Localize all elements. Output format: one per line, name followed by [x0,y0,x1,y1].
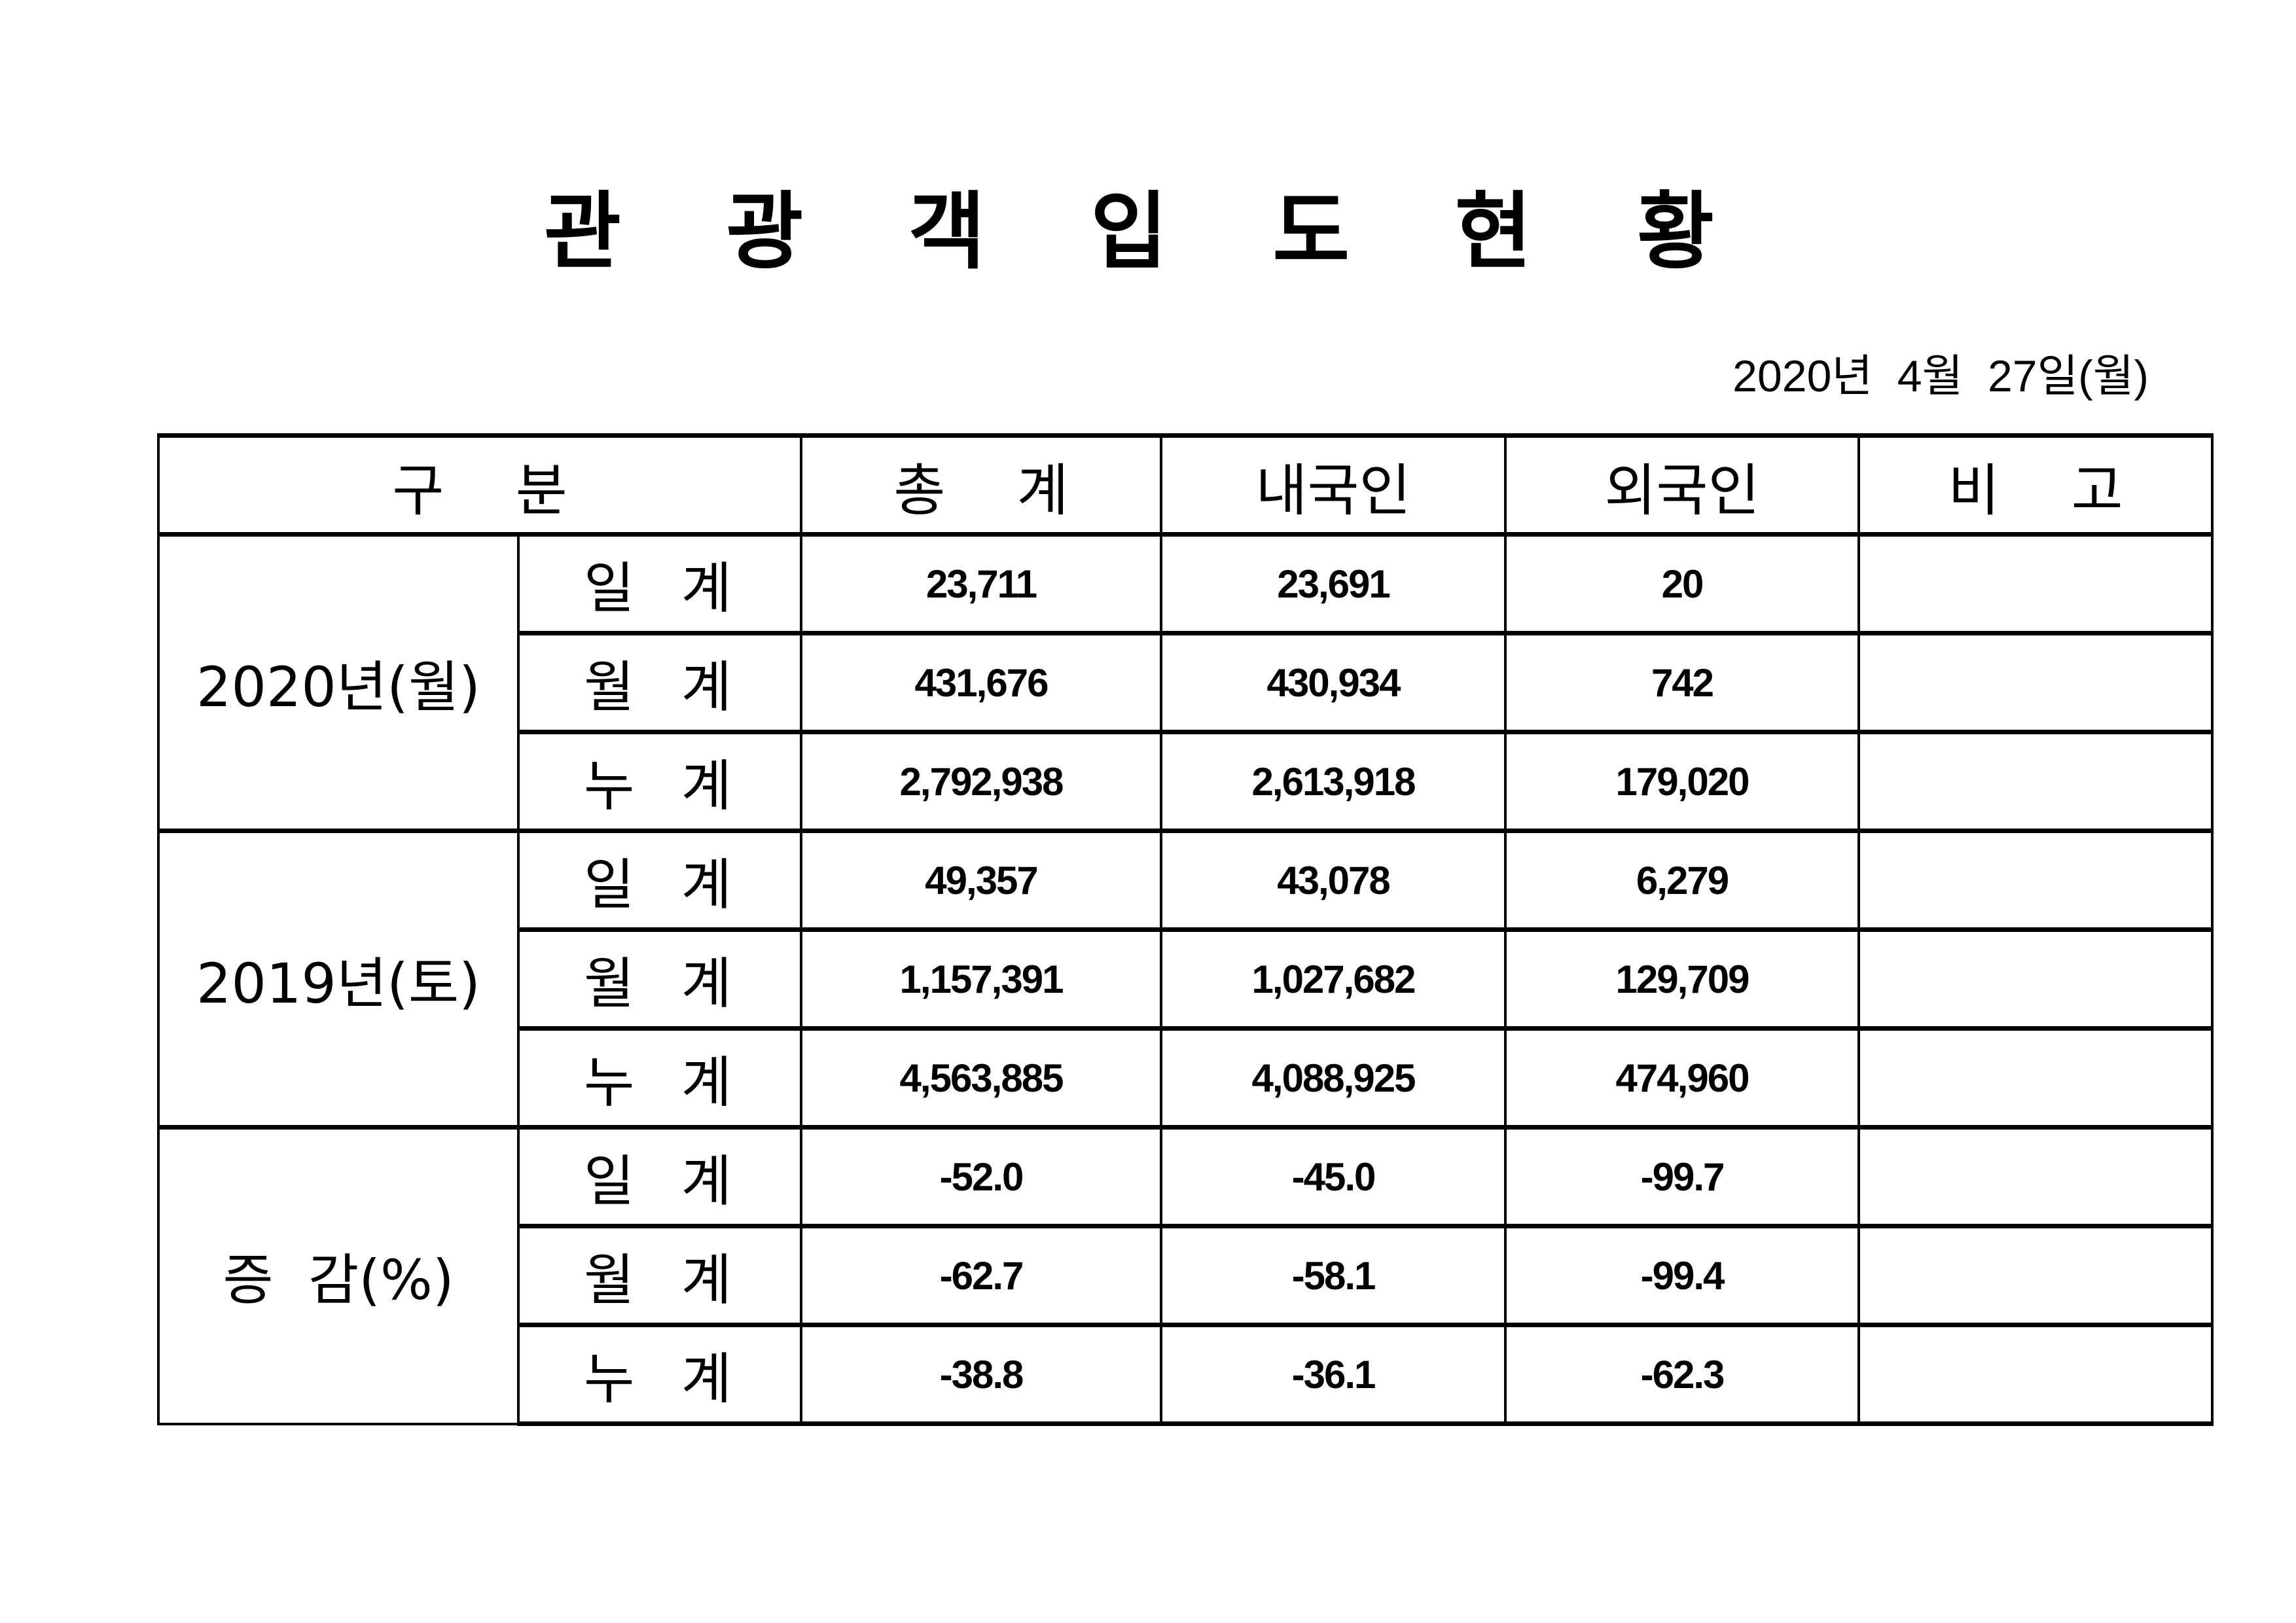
table-row: 증 감(%) 일 계 -52.0 -45.0 -99.7 [157,1125,2214,1425]
cell-remarks [1857,927,2214,1030]
cell-remarks [1857,631,2214,734]
cell-total: -62.7 [800,1224,1162,1327]
table-row: 누 계 4,563,885 4,088,925 474,960 [158,1026,2214,1129]
cell-foreign: -62.3 [1504,1323,1860,1426]
cell-remarks [1857,829,2214,931]
table-row: 2019년(토) 일 계 49,357 43,078 6,279 [157,829,2214,1129]
cell-domestic: 43,078 [1160,829,1507,931]
cell-total: 23,711 [800,533,1162,635]
row-sublabel: 월 계 [517,1224,802,1327]
cell-remarks [1857,1224,2214,1327]
row-sublabel: 누 계 [517,1323,802,1426]
cell-remarks [1857,1323,2214,1426]
cell-total: 2,792,938 [800,730,1162,832]
cell-foreign: 20 [1504,533,1860,635]
header-remarks: 비 고 [1857,433,2214,537]
group-label-2020: 2020년(월) [157,533,520,832]
cell-domestic: -58.1 [1160,1224,1507,1327]
header-foreign: 외국인 [1504,433,1860,537]
report-date: 2020년 4월 27일(월) [1732,351,2149,401]
row-sublabel: 일 계 [517,829,802,931]
cell-total: -52.0 [800,1125,1162,1228]
table-row: 누 계 2,792,938 2,613,918 179,020 [158,730,2214,832]
cell-foreign: 742 [1504,631,1860,734]
table-row: 2020년(월) 일 계 23,711 23,691 20 [157,533,2214,832]
cell-total: 431,676 [800,631,1162,734]
cell-domestic: 4,088,925 [1160,1026,1507,1129]
group-label-2019: 2019년(토) [157,829,520,1129]
cell-foreign: -99.4 [1504,1224,1860,1327]
cell-domestic: 23,691 [1160,533,1507,635]
cell-foreign: 474,960 [1504,1026,1860,1129]
cell-remarks [1857,730,2214,832]
cell-domestic: -36.1 [1160,1323,1507,1426]
cell-remarks [1857,533,2214,635]
table-header-row: 구 분 총 계 내국인 외국인 비 고 [157,433,2214,537]
cell-foreign: 179,020 [1504,730,1860,832]
row-sublabel: 누 계 [517,730,802,832]
cell-foreign: 129,709 [1504,927,1860,1030]
cell-remarks [1857,1026,2214,1129]
row-sublabel: 월 계 [517,631,802,734]
cell-foreign: 6,279 [1504,829,1860,931]
table-row: 월 계 431,676 430,934 742 [158,631,2214,734]
row-sublabel: 누 계 [517,1026,802,1129]
cell-total: 49,357 [800,829,1162,931]
table-row: 월 계 1,157,391 1,027,682 129,709 [158,927,2214,1030]
header-domestic: 내국인 [1160,433,1507,537]
cell-remarks [1857,1125,2214,1228]
table-row: 월 계 -62.7 -58.1 -99.4 [158,1224,2214,1327]
cell-foreign: -99.7 [1504,1125,1860,1228]
cell-domestic: -45.0 [1160,1125,1507,1228]
group-label-change-percent: 증 감(%) [157,1125,520,1425]
row-sublabel: 일 계 [517,1125,802,1228]
table-row: 누 계 -38.8 -36.1 -62.3 [158,1323,2214,1426]
cell-total: 1,157,391 [800,927,1162,1030]
cell-domestic: 2,613,918 [1160,730,1507,832]
page-title: 관 광 객 입 도 현 황 [544,183,1752,281]
tourist-arrival-table: 구 분 총 계 내국인 외국인 비 고 2020년(월) 일 계 23,711 … [157,433,2214,1426]
header-total: 총 계 [800,433,1162,537]
cell-total: -38.8 [800,1323,1162,1426]
header-category: 구 분 [157,433,802,537]
cell-domestic: 1,027,682 [1160,927,1507,1030]
cell-domestic: 430,934 [1160,631,1507,734]
cell-total: 4,563,885 [800,1026,1162,1129]
row-sublabel: 일 계 [517,533,802,635]
row-sublabel: 월 계 [517,927,802,1030]
